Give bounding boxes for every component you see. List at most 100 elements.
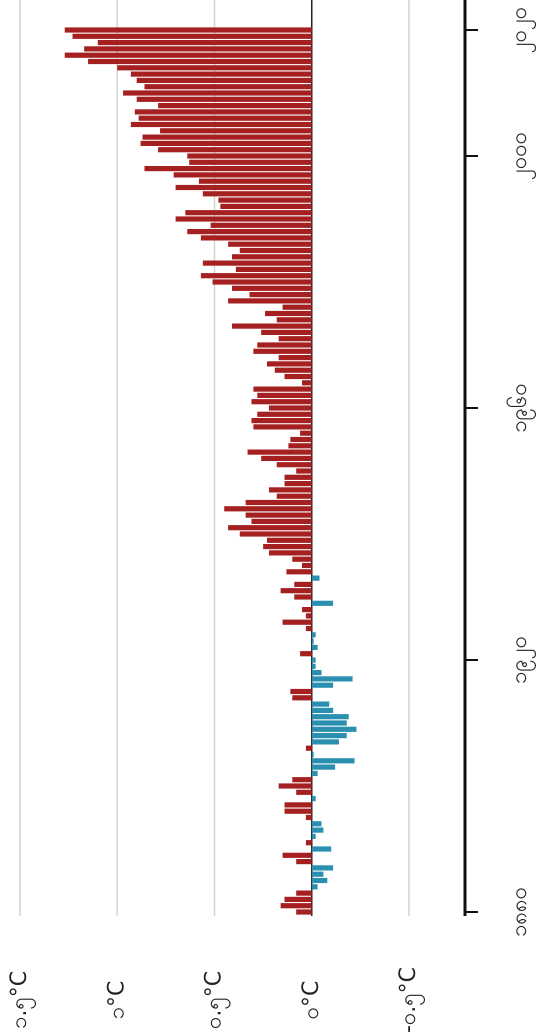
bar (268, 487, 312, 493)
bar (276, 317, 312, 323)
bar (311, 821, 322, 827)
bar (218, 197, 312, 203)
bar (284, 808, 312, 814)
bar (212, 279, 312, 285)
bar (311, 739, 339, 745)
bar (300, 430, 312, 436)
bar (245, 512, 312, 518)
year-tick-label: ၁၉၂၀ (507, 636, 536, 684)
bar (311, 657, 316, 663)
bar (232, 254, 312, 260)
bar (296, 789, 312, 795)
bar (158, 103, 312, 109)
bar (311, 638, 314, 644)
bar (175, 216, 312, 222)
value-tick-label: ၀.၅°C (202, 971, 231, 1029)
bar (88, 58, 312, 65)
bar (311, 764, 336, 770)
bar (232, 323, 312, 329)
bar (290, 688, 312, 695)
bar (300, 651, 312, 657)
bar (187, 153, 312, 159)
bar (292, 556, 312, 562)
bar (284, 373, 312, 380)
bar (311, 707, 334, 713)
bar (284, 481, 312, 487)
bar (311, 663, 316, 669)
bar (228, 241, 312, 247)
bar (160, 128, 312, 134)
bar (274, 367, 312, 373)
bar (311, 701, 330, 707)
bar (253, 348, 312, 354)
bar (294, 581, 312, 587)
bar (265, 310, 312, 317)
bar (202, 260, 312, 266)
bar (64, 27, 312, 33)
bar (130, 121, 312, 128)
bar (257, 342, 312, 348)
bar (280, 903, 312, 909)
bar (302, 380, 312, 386)
bar (134, 109, 312, 115)
bar (187, 229, 312, 235)
bar (311, 682, 334, 688)
bar (142, 134, 312, 140)
bar (253, 424, 312, 430)
bar (292, 695, 312, 701)
bar (232, 285, 312, 291)
bar (64, 52, 312, 58)
bar (239, 247, 312, 254)
bar (311, 720, 347, 726)
bar (228, 298, 312, 304)
bar (220, 203, 312, 209)
bar (278, 355, 312, 361)
bar (278, 783, 312, 789)
year-tick-label: ၁၉၆၀ (506, 383, 536, 433)
bar (284, 896, 312, 902)
bar (202, 191, 312, 197)
bar (311, 877, 328, 884)
bar (296, 890, 312, 896)
bar (311, 733, 347, 739)
bar (284, 802, 312, 808)
value-tick-label: ၀°C (299, 981, 324, 1020)
bar (185, 210, 312, 216)
value-tick-label: ၁.၅°C (7, 971, 36, 1029)
bar (245, 499, 312, 506)
bar (311, 770, 318, 776)
bar (311, 865, 334, 871)
bar (288, 443, 312, 449)
year-tick-label: ၂၀၀၀ (507, 132, 536, 180)
bar (311, 758, 355, 764)
bar (251, 418, 312, 424)
bar (311, 751, 314, 758)
bar (251, 518, 312, 524)
bar (247, 449, 312, 455)
year-tick-label: ၁၈၈၀ (507, 887, 532, 937)
bar (224, 506, 312, 512)
bar (311, 644, 318, 650)
bar (210, 222, 312, 228)
bar (276, 493, 312, 499)
value-tick-label: -၀.၅°C (396, 967, 425, 1033)
bar (305, 840, 312, 846)
bar (311, 632, 316, 638)
bar (268, 405, 312, 411)
bar (117, 65, 312, 71)
bar (311, 833, 316, 839)
bar (284, 474, 312, 480)
bar (311, 575, 320, 581)
bar (302, 562, 312, 569)
bar (200, 235, 312, 241)
bar (302, 607, 312, 613)
bar (311, 846, 332, 852)
bar (290, 436, 312, 443)
bar (263, 544, 312, 550)
bar (123, 90, 312, 96)
bar (296, 909, 312, 915)
bar (239, 531, 312, 537)
bar (72, 33, 312, 39)
